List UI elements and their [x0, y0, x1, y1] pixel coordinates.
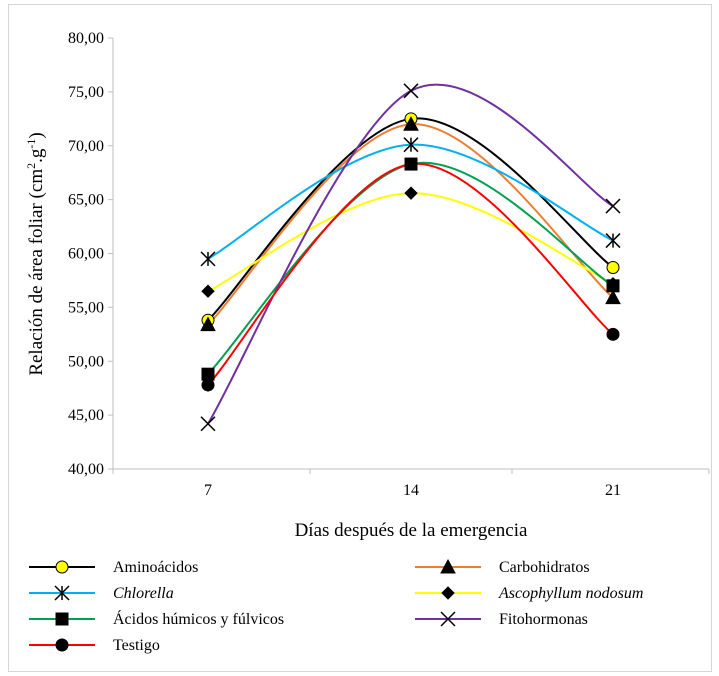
data-point — [403, 116, 419, 131]
data-point — [605, 233, 621, 249]
series-markers — [200, 83, 621, 432]
y-axis-title-sup2: -1 — [24, 139, 38, 149]
legend-label: Fitohormonas — [499, 611, 588, 628]
data-point — [200, 251, 216, 267]
data-point — [201, 378, 215, 392]
y-tick-label: 60,00 — [68, 246, 104, 263]
data-point — [606, 327, 620, 341]
y-tick-label: 80,00 — [68, 30, 104, 47]
y-tick-label: 65,00 — [68, 192, 104, 209]
series-line — [207, 123, 614, 326]
legend-item: Testigo — [29, 637, 160, 654]
x-tick-label: 14 — [403, 482, 419, 499]
legend-marker — [55, 560, 69, 574]
data-point — [403, 83, 419, 99]
legend-marker — [440, 611, 456, 627]
legend-marker — [55, 612, 69, 626]
data-point — [404, 186, 418, 200]
legend-label: Chlorella — [113, 585, 174, 602]
x-axis-title: Días después de la emergencia — [295, 520, 528, 541]
legend-marker — [55, 638, 69, 652]
y-tick-label: 50,00 — [68, 353, 104, 370]
legend-item: Ácidos húmicos y fúlvicos — [29, 609, 284, 628]
legend-item: Carbohidratos — [415, 558, 590, 576]
data-point — [404, 157, 418, 171]
legend-label: Testigo — [113, 637, 160, 654]
x-tick-label: 21 — [605, 482, 621, 499]
y-tick-label: 55,00 — [68, 299, 104, 316]
legend-label: Ascophyllum nodosum — [498, 585, 643, 602]
x-ticks: 7 14 21 — [112, 469, 710, 499]
y-axis-title-main: Relación de área foliar (cm — [26, 169, 47, 376]
legend-marker — [441, 586, 455, 600]
data-point — [606, 261, 620, 275]
y-axis-title-sup1: 2 — [24, 163, 38, 169]
data-point — [403, 137, 419, 153]
y-tick-label: 45,00 — [68, 407, 104, 424]
series-lines — [207, 83, 614, 425]
data-point — [606, 279, 620, 293]
legend-marker — [440, 558, 456, 574]
legend-marker — [54, 585, 70, 601]
y-axis-title: Relación de área foliar (cm2.g-1) — [24, 132, 47, 375]
series-line — [207, 83, 614, 425]
data-point — [201, 367, 215, 381]
chart-frame: 40,00 45,00 50,00 55,00 60,00 65,00 70,00 75,00… — [8, 4, 712, 672]
legend: Aminoácidos Carbohidratos Chlorella Ascophy… — [29, 558, 643, 654]
y-axis-title-end: ) — [26, 132, 47, 138]
legend-label: Aminoácidos — [113, 559, 198, 576]
y-tick-label: 70,00 — [68, 138, 104, 155]
data-point — [605, 289, 621, 305]
data-point — [200, 316, 216, 332]
legend-label: Ácidos húmicos y fúlvicos — [113, 609, 284, 628]
data-point — [201, 284, 215, 298]
y-axis-title-middle: .g — [26, 148, 47, 163]
y-tick-label: 75,00 — [68, 84, 104, 101]
legend-item: Fitohormonas — [415, 611, 588, 628]
data-point — [605, 198, 621, 214]
legend-label: Carbohidratos — [499, 559, 590, 576]
y-tick-label: 40,00 — [68, 461, 104, 478]
y-ticks: 40,00 45,00 50,00 55,00 60,00 65,00 70,00 75,00… — [68, 30, 113, 478]
data-point — [200, 416, 216, 432]
line-chart: 40,00 45,00 50,00 55,00 60,00 65,00 70,00 75,00… — [24, 30, 710, 654]
legend-item: Ascophyllum nodosum — [415, 585, 643, 602]
legend-item: Aminoácidos — [29, 559, 198, 576]
x-tick-label: 7 — [204, 482, 212, 499]
legend-item: Chlorella — [29, 585, 174, 602]
